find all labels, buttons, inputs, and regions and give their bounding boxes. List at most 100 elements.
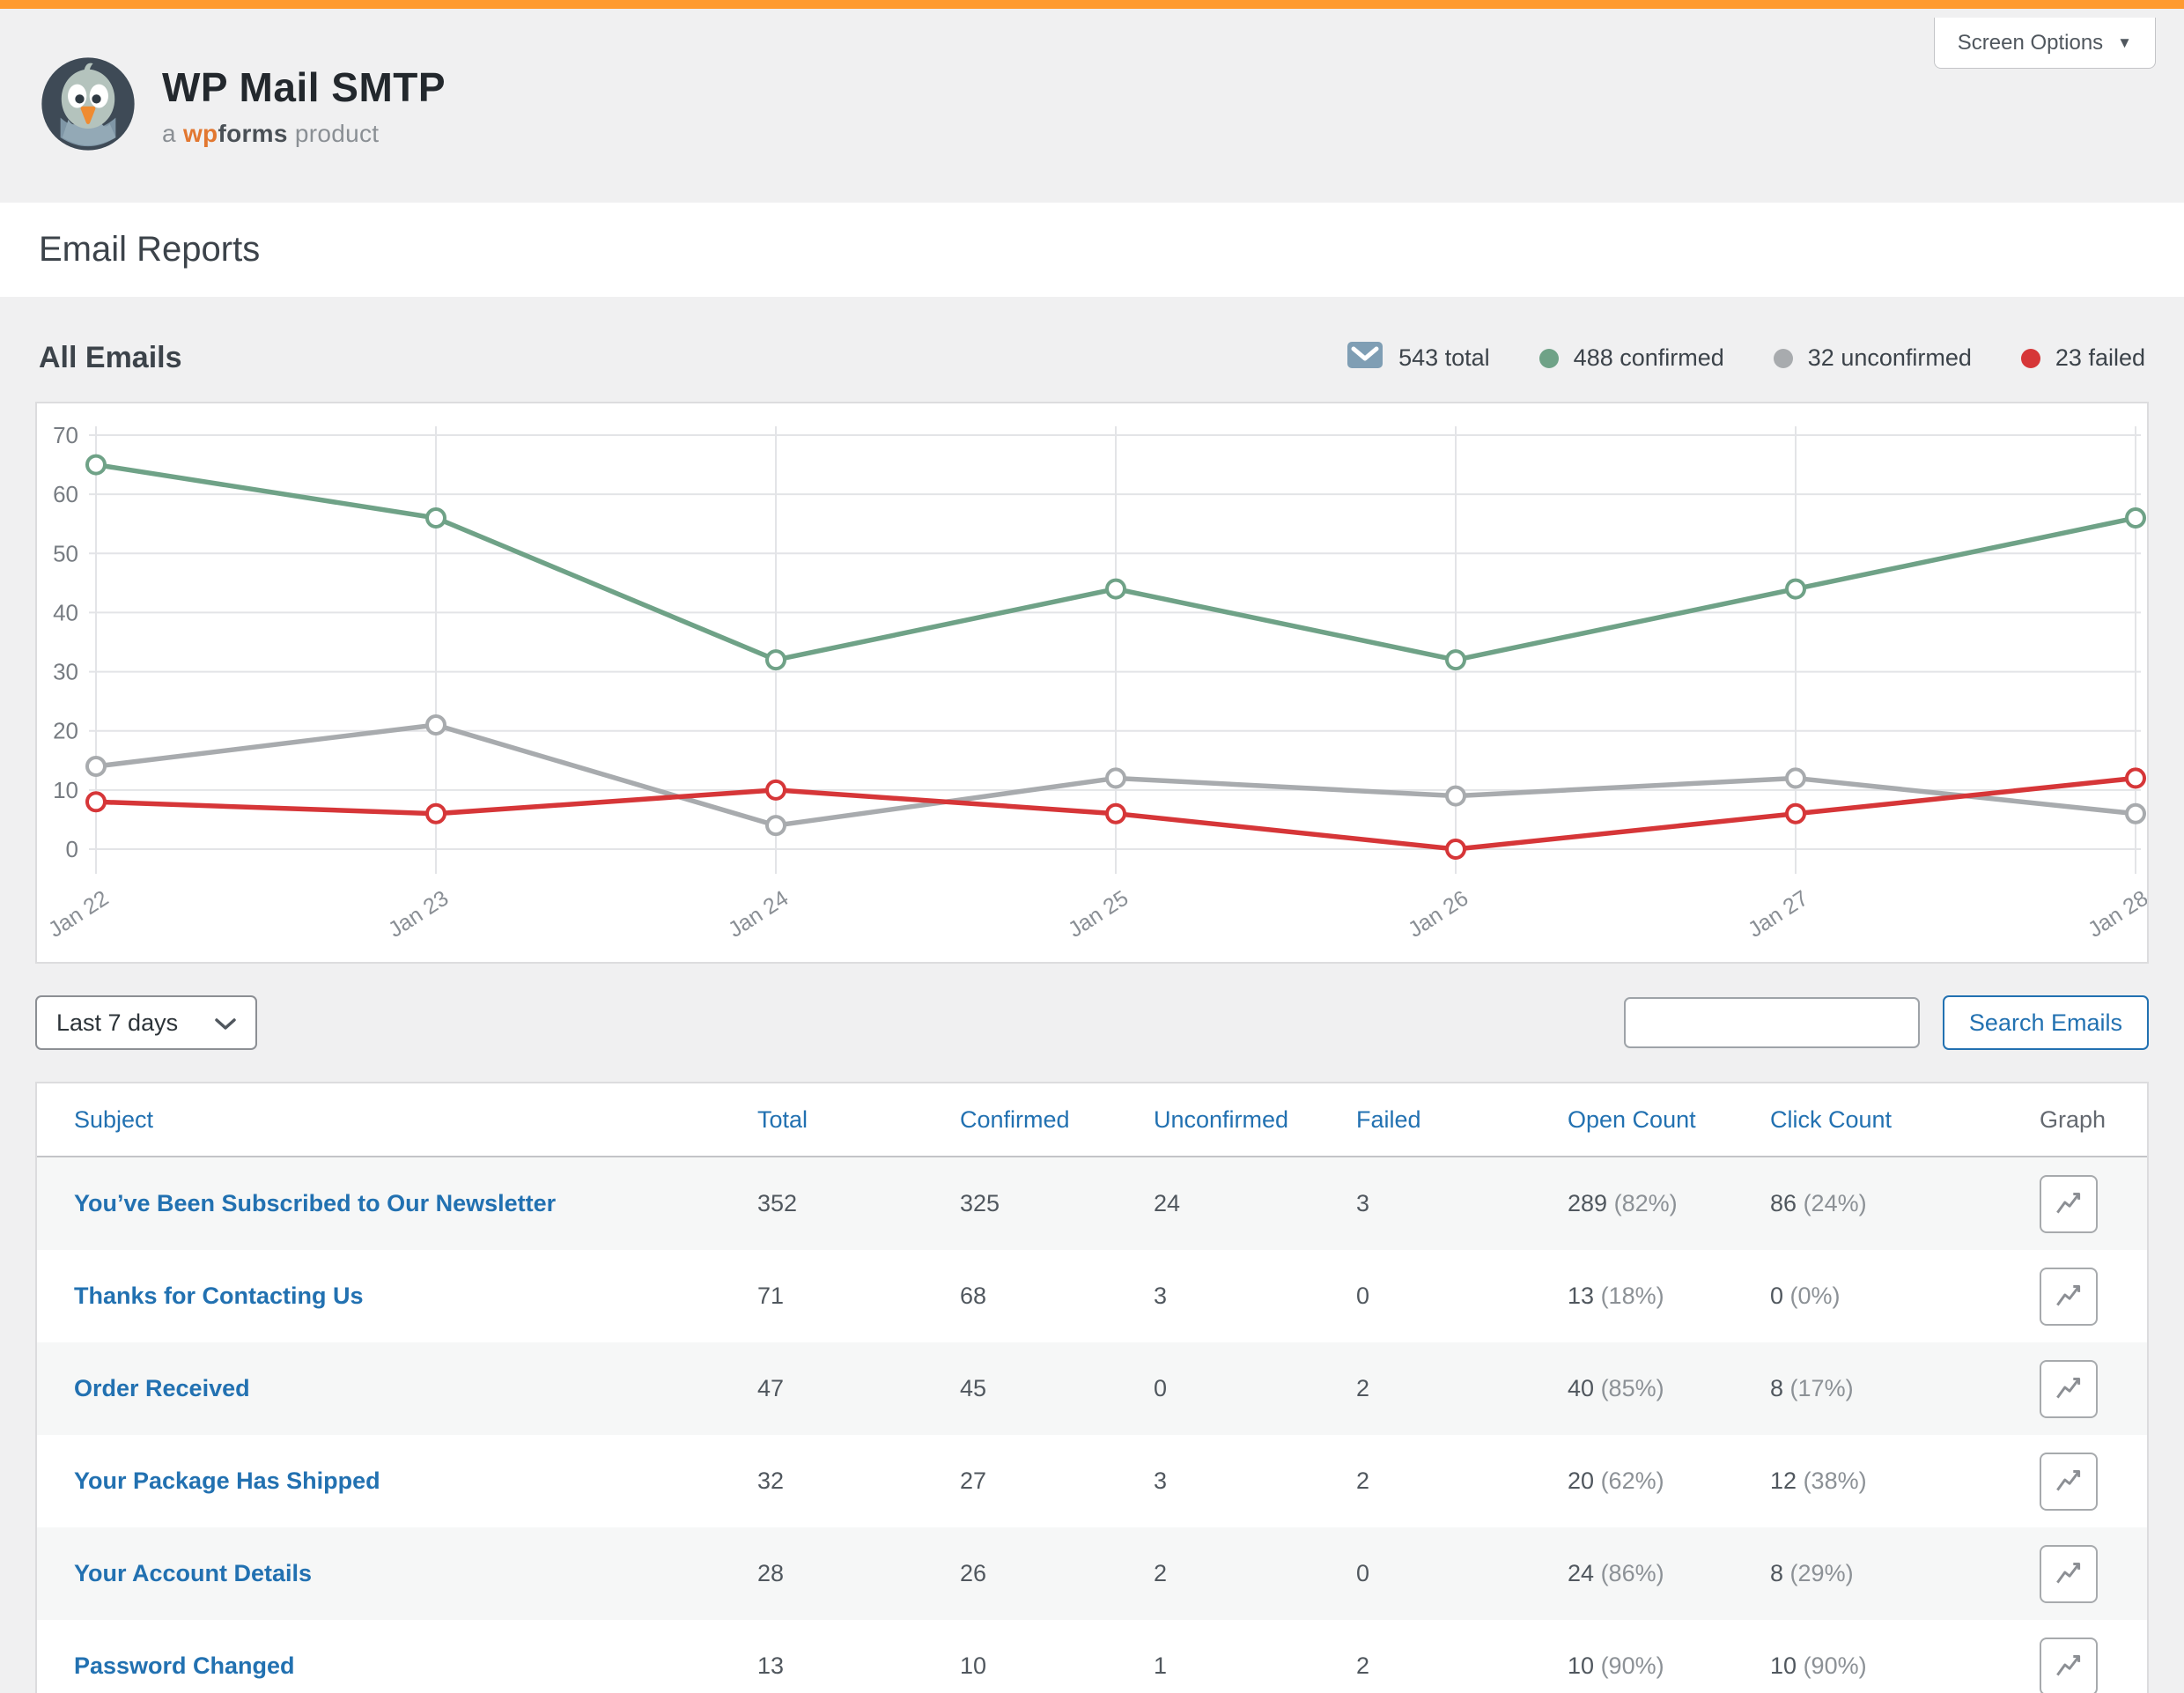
open-count-value: 24 (86%) [1568, 1560, 1664, 1586]
table-body: You’ve Been Subscribed to Our Newsletter… [37, 1157, 2147, 1693]
table-row: You’ve Been Subscribed to Our Newsletter… [37, 1157, 2147, 1250]
failed-value: 3 [1356, 1190, 1370, 1216]
mini-chart-icon [2052, 1186, 2085, 1222]
svg-text:Jan 25: Jan 25 [1064, 886, 1133, 943]
section-title: All Emails [39, 341, 182, 374]
unconfirmed-value: 24 [1154, 1190, 1181, 1216]
table-row: Thanks for Contacting Us 71 68 3 0 13 (1… [37, 1250, 2147, 1342]
svg-text:Jan 22: Jan 22 [44, 886, 113, 943]
top-accent-bar [0, 0, 2184, 9]
screen-options-button[interactable]: Screen Options ▼ [1933, 18, 2156, 69]
wpforms-brand: wp [182, 120, 218, 147]
open-count-value: 10 (90%) [1568, 1652, 1664, 1679]
email-subject-link[interactable]: You’ve Been Subscribed to Our Newsletter [74, 1190, 557, 1216]
confirmed-value: 27 [960, 1468, 987, 1494]
column-header-subject[interactable]: Subject [74, 1105, 154, 1133]
confirmed-value: 26 [960, 1560, 987, 1586]
total-value: 352 [757, 1190, 798, 1216]
click-count-value: 12 (38%) [1770, 1468, 1867, 1494]
failed-value: 0 [1356, 1560, 1370, 1586]
svg-text:Jan 26: Jan 26 [1404, 886, 1472, 943]
unconfirmed-value: 3 [1154, 1283, 1168, 1309]
click-count-value: 86 (24%) [1770, 1190, 1867, 1216]
email-subject-link[interactable]: Password Changed [74, 1652, 295, 1679]
column-header-total[interactable]: Total [757, 1105, 808, 1133]
column-header-confirmed[interactable]: Confirmed [960, 1105, 1070, 1133]
column-header-click-count[interactable]: Click Count [1770, 1105, 1893, 1133]
failed-dot-icon [2020, 348, 2040, 368]
failed-value: 2 [1356, 1468, 1370, 1494]
unconfirmed-value: 1 [1154, 1652, 1168, 1679]
graph-button[interactable] [2040, 1544, 2098, 1603]
legend-confirmed: 488 confirmed [1538, 344, 1724, 372]
column-header-unconfirmed[interactable]: Unconfirmed [1154, 1105, 1289, 1133]
table-row: Your Account Details 28 26 2 0 24 (86%) … [37, 1527, 2147, 1620]
chevron-down-icon [215, 1009, 236, 1037]
column-header-graph: Graph [2040, 1105, 2107, 1133]
svg-text:Jan 28: Jan 28 [2084, 886, 2147, 943]
table-row: Order Received 47 45 0 2 40 (85%) 8 (17%… [37, 1342, 2147, 1435]
svg-text:60: 60 [53, 481, 78, 507]
open-count-value: 289 (82%) [1568, 1190, 1678, 1216]
graph-button[interactable] [2040, 1452, 2098, 1511]
email-subject-link[interactable]: Your Account Details [74, 1560, 313, 1586]
click-count-value: 8 (29%) [1770, 1560, 1854, 1586]
search-emails-input[interactable] [1623, 997, 1920, 1048]
confirmed-value: 45 [960, 1375, 987, 1401]
svg-text:0: 0 [66, 836, 78, 862]
confirmed-value: 325 [960, 1190, 1000, 1216]
total-value: 32 [757, 1468, 785, 1494]
open-count-value: 13 (18%) [1568, 1283, 1664, 1309]
unconfirmed-dot-icon [1773, 348, 1793, 368]
email-subject-link[interactable]: Your Package Has Shipped [74, 1468, 380, 1494]
total-value: 28 [757, 1560, 785, 1586]
click-count-value: 10 (90%) [1770, 1652, 1867, 1679]
app-title: WP Mail SMTP [162, 64, 446, 110]
total-value: 47 [757, 1375, 785, 1401]
failed-value: 2 [1356, 1375, 1370, 1401]
legend-total: 543 total [1347, 341, 1490, 375]
confirmed-dot-icon [1538, 348, 1559, 368]
graph-button[interactable] [2040, 1359, 2098, 1418]
email-subject-link[interactable]: Order Received [74, 1375, 250, 1401]
table-row: Your Package Has Shipped 32 27 3 2 20 (6… [37, 1435, 2147, 1527]
confirmed-value: 68 [960, 1283, 987, 1309]
search-emails-button[interactable]: Search Emails [1942, 995, 2149, 1050]
emails-line-chart: 0 10 20 30 40 50 60 70 Jan 22 Jan 23 Jan 24 Jan 25 J… [35, 402, 2149, 964]
mini-chart-icon [2052, 1648, 2085, 1684]
failed-value: 0 [1356, 1283, 1370, 1309]
svg-text:Jan 24: Jan 24 [724, 885, 793, 942]
svg-text:40: 40 [53, 599, 78, 625]
app-logo: WP Mail SMTP a wpforms product [39, 55, 446, 158]
svg-text:50: 50 [53, 540, 78, 566]
svg-text:70: 70 [53, 422, 78, 448]
click-count-value: 0 (0%) [1770, 1283, 1841, 1309]
table-header-row: Subject Total Confirmed Unconfirmed Fail… [37, 1083, 2147, 1157]
mini-chart-icon [2052, 1278, 2085, 1314]
total-value: 71 [757, 1283, 785, 1309]
svg-text:10: 10 [53, 777, 78, 803]
graph-button[interactable] [2040, 1174, 2098, 1233]
chevron-down-icon: ▼ [2117, 33, 2132, 51]
legend-unconfirmed: 32 unconfirmed [1773, 344, 1972, 372]
envelope-icon [1347, 341, 1383, 375]
failed-value: 2 [1356, 1652, 1370, 1679]
confirmed-value: 10 [960, 1652, 987, 1679]
app-tagline: a wpforms product [162, 120, 380, 147]
open-count-value: 20 (62%) [1568, 1468, 1664, 1494]
graph-button[interactable] [2040, 1637, 2098, 1693]
email-subject-link[interactable]: Thanks for Contacting Us [74, 1283, 364, 1309]
column-header-failed[interactable]: Failed [1356, 1105, 1421, 1133]
legend-failed: 23 failed [2020, 344, 2145, 372]
unconfirmed-value: 3 [1154, 1468, 1168, 1494]
chart-legend: 543 total 488 confirmed 32 unconfirmed 2… [1347, 341, 2145, 375]
graph-button[interactable] [2040, 1267, 2098, 1326]
mini-chart-icon [2052, 1371, 2085, 1407]
svg-text:30: 30 [53, 659, 78, 685]
svg-text:20: 20 [53, 718, 78, 744]
column-header-open-count[interactable]: Open Count [1568, 1105, 1696, 1133]
click-count-value: 8 (17%) [1770, 1375, 1854, 1401]
emails-table: Subject Total Confirmed Unconfirmed Fail… [35, 1082, 2149, 1693]
mini-chart-icon [2052, 1556, 2085, 1592]
date-range-select[interactable]: Last 7 days [35, 995, 258, 1050]
